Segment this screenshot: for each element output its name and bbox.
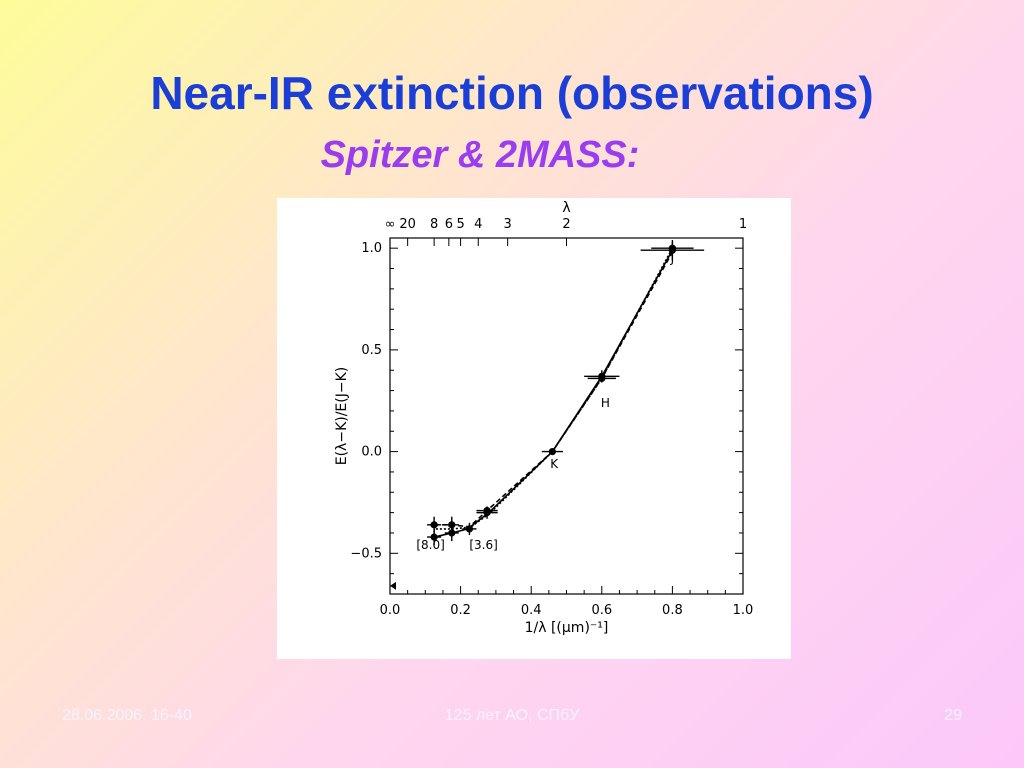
top-tick-label: 6 — [445, 217, 453, 232]
data-point — [598, 374, 606, 382]
slide-title: Near-IR extinction (observations) — [150, 67, 874, 119]
annotation-label: [8.0] — [416, 538, 444, 552]
top-tick-label: ∞ — [385, 217, 396, 232]
series-line — [435, 247, 674, 530]
annotation-label: [3.6] — [469, 538, 497, 552]
x-axis-label: 1/λ [(μm)⁻¹] — [525, 620, 609, 636]
slide-subtitle: Spitzer & 2MASS: — [320, 134, 640, 176]
top-tick-label: 8 — [430, 217, 438, 232]
chart-svg: 0.0 0.2 0.4 0.6 0.8 1.0−0.50.00.51.0∞ 20 8 6 5 4 3 2… — [334, 200, 754, 636]
series-line — [434, 251, 674, 528]
data-point — [465, 525, 474, 533]
top-tick-label: 20 — [399, 217, 416, 232]
y-tick-label: 1.0 — [361, 241, 382, 256]
x-tick-label: 0.2 — [450, 603, 471, 618]
data-point — [430, 533, 438, 541]
footer-event: 125 лет АО, СПбУ — [444, 707, 580, 724]
data-point — [448, 529, 456, 537]
extinction-chart: 0.0 0.2 0.4 0.6 0.8 1.0 −0.5 0.0 0.5 1.0 ∞ 20 8 6 5 4 3 2… — [277, 198, 791, 659]
y-tick-label: −0.5 — [350, 546, 382, 561]
top-tick-label: 2 — [562, 217, 570, 232]
x-tick-label: 1.0 — [733, 603, 754, 618]
annotation-label: H — [601, 396, 610, 410]
annotation-label: J — [670, 251, 675, 265]
top-tick-label: 4 — [474, 217, 482, 232]
data-point — [483, 506, 491, 515]
top-tick-label: 3 — [504, 217, 512, 232]
x-tick-label: 0.6 — [591, 603, 612, 618]
x-tick-label: 0.4 — [521, 603, 542, 618]
y-tick-label: 0.5 — [361, 343, 382, 358]
x-tick-label: 0.8 — [662, 603, 683, 618]
data-point — [548, 448, 556, 456]
top-tick-label: 5 — [456, 217, 464, 232]
top-tick-label: 1 — [739, 217, 747, 232]
data-point — [668, 244, 676, 252]
x-tick-label: 0.0 — [380, 603, 401, 618]
data-point — [448, 521, 456, 529]
data-point — [430, 521, 438, 529]
y-axis-label: E(λ−K)/E(J−K) — [334, 367, 350, 466]
footer-page-number: 29 — [944, 707, 962, 724]
left-edge-marker — [390, 581, 396, 590]
series-line — [433, 249, 674, 538]
footer-date: 28.06.2006. 16-40 — [62, 707, 192, 724]
annotation-label: K — [550, 457, 559, 471]
top-axis-label: λ — [562, 200, 570, 216]
y-tick-label: 0.0 — [361, 445, 382, 460]
